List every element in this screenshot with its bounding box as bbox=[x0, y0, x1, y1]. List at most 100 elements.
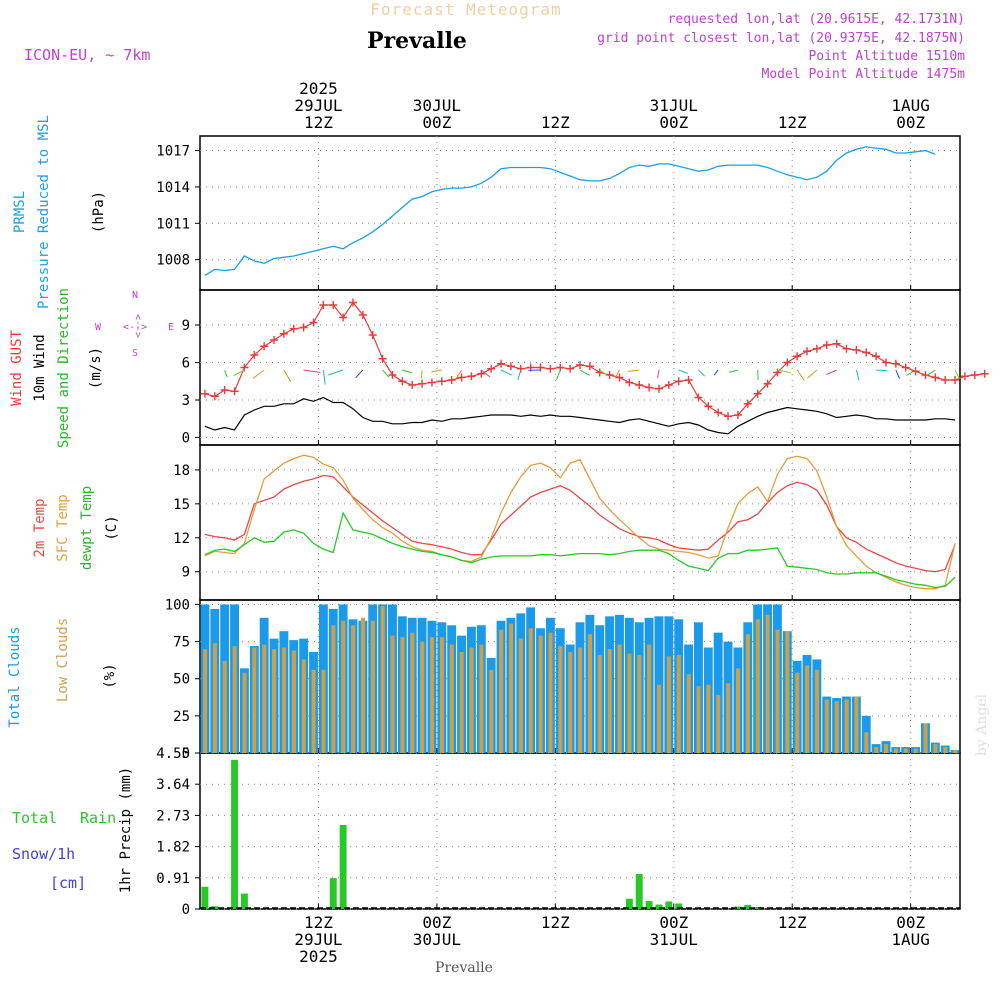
precip-ytick-label: 3.64 bbox=[156, 777, 190, 793]
wind-direction-arrow bbox=[455, 369, 462, 379]
wind-direction-arrow bbox=[657, 369, 660, 379]
wind-gust-point bbox=[398, 377, 407, 386]
precip-unit: 1hr Precip (mm) bbox=[118, 767, 134, 893]
wind-gust-point bbox=[220, 386, 229, 394]
clouds-ytick-label: 25 bbox=[173, 709, 190, 725]
prmsl-line bbox=[204, 146, 936, 276]
precip-frame bbox=[199, 752, 961, 910]
wind-gust-point bbox=[635, 381, 644, 389]
bottom-time-label: 1AUG bbox=[891, 930, 930, 949]
wind-direction-arrow bbox=[303, 369, 321, 373]
wind-direction-arrow bbox=[420, 369, 423, 379]
footer-location: Prevalle bbox=[435, 960, 493, 976]
wind-gust-point bbox=[487, 364, 496, 373]
low-clouds-bar bbox=[341, 620, 346, 753]
low-clouds-bar bbox=[785, 631, 790, 753]
wind-direction-arrow bbox=[777, 369, 792, 374]
low-clouds-bar bbox=[647, 644, 652, 753]
pressure-ytick-label: 1017 bbox=[156, 144, 190, 160]
location-title: Prevalle bbox=[367, 28, 467, 54]
low-clouds-bar bbox=[735, 668, 741, 753]
clouds-ytick-label: 75 bbox=[173, 635, 190, 651]
wind-gust-point bbox=[743, 399, 752, 408]
low-clouds-bar bbox=[884, 744, 889, 753]
low-clouds-bar bbox=[854, 696, 859, 753]
wind-direction-arrow bbox=[283, 369, 292, 383]
low-clouds-bar bbox=[913, 748, 918, 753]
low-clouds-bar bbox=[311, 669, 316, 753]
bottom-time-label: 00Z bbox=[896, 913, 925, 932]
low-clouds-bar bbox=[400, 637, 405, 753]
clouds-label-total: Total Clouds bbox=[7, 626, 23, 727]
precip-ytick-label: 0.91 bbox=[156, 871, 190, 887]
wind-direction-arrow bbox=[556, 369, 561, 380]
wind-gust-point bbox=[210, 392, 219, 401]
low-clouds-bar bbox=[844, 699, 849, 753]
low-clouds-bar bbox=[805, 665, 810, 753]
precip-label-total: Total bbox=[12, 809, 57, 827]
low-clouds-bar bbox=[558, 646, 563, 753]
wind-gust-point bbox=[704, 402, 713, 411]
wind-gust-point bbox=[427, 378, 436, 387]
bottom-time-label: 00Z bbox=[659, 913, 688, 932]
wind-direction-arrow bbox=[698, 369, 705, 377]
low-clouds-bar bbox=[775, 629, 780, 753]
low-clouds-bar bbox=[706, 684, 711, 753]
pressure-ytick-label: 1011 bbox=[156, 216, 190, 232]
point-altitude: Point Altitude 1510m bbox=[808, 49, 965, 64]
wind-direction-arrow bbox=[954, 369, 960, 379]
low-clouds-bar bbox=[666, 656, 672, 753]
wind-gust-point bbox=[299, 323, 308, 332]
wind-gust-point bbox=[289, 324, 298, 333]
low-clouds-bar bbox=[518, 638, 523, 753]
wind-gust-point bbox=[270, 336, 279, 344]
top-time-label: 1AUG bbox=[891, 96, 930, 115]
low-clouds-bar bbox=[390, 635, 395, 753]
wind-gust-point bbox=[980, 369, 989, 378]
compass-arrows: <--> bbox=[123, 322, 147, 333]
pressure-label-prmsl: PRMSL bbox=[12, 191, 28, 233]
low-clouds-bar bbox=[686, 674, 691, 753]
low-clouds-bar bbox=[953, 750, 958, 753]
top-time-label: 00Z bbox=[422, 113, 451, 132]
low-clouds-bar bbox=[656, 684, 662, 753]
wind-gust-point bbox=[497, 359, 506, 368]
wind-gust-point bbox=[803, 347, 812, 356]
low-clouds-bar bbox=[696, 686, 701, 753]
wind-direction-arrow bbox=[355, 369, 364, 379]
low-clouds-bar bbox=[765, 614, 770, 753]
precip-bar bbox=[665, 901, 673, 909]
wind-ytick-label: 0 bbox=[182, 431, 190, 447]
precip-bar bbox=[754, 906, 762, 909]
low-clouds-bar bbox=[449, 644, 454, 753]
wind-direction-arrow bbox=[826, 369, 837, 376]
compass-rose: N S E W <--> <--> bbox=[95, 290, 174, 359]
low-clouds-bar bbox=[538, 635, 543, 753]
wind-gust-point bbox=[674, 377, 683, 386]
wind-direction-arrow bbox=[480, 369, 491, 378]
temperature-ytick-label: 12 bbox=[173, 531, 190, 547]
low-clouds-bar bbox=[370, 620, 375, 753]
low-clouds-bar bbox=[499, 629, 504, 753]
wind-direction-arrow bbox=[322, 369, 326, 385]
wind-label-speed-dir: Speed and Direction bbox=[56, 288, 72, 448]
grid-point-coords: grid point closest lon,lat (20.9375E, 42… bbox=[597, 31, 965, 46]
watermark: by Angel bbox=[974, 693, 990, 756]
low-clouds-bar bbox=[459, 651, 464, 753]
compass-arrows-vertical: <--> bbox=[132, 314, 143, 338]
wind-gust-point bbox=[970, 371, 979, 379]
wind-gust-point bbox=[931, 373, 940, 382]
wind-gust-point bbox=[200, 389, 209, 398]
low-clouds-bar bbox=[212, 643, 217, 753]
wind-direction-arrow bbox=[713, 369, 719, 376]
model-altitude: Model Point Altitude 1475m bbox=[762, 67, 966, 82]
wind-direction-arrow bbox=[876, 369, 888, 372]
wind-gust-point bbox=[654, 384, 663, 393]
precip-ytick-label: 0 bbox=[182, 902, 190, 918]
low-clouds-bar bbox=[439, 637, 444, 753]
low-clouds-bar bbox=[893, 748, 899, 753]
precip-ytick-label: 2.73 bbox=[156, 808, 190, 824]
wind-gust-point bbox=[477, 369, 486, 378]
low-clouds-bar bbox=[676, 654, 681, 753]
